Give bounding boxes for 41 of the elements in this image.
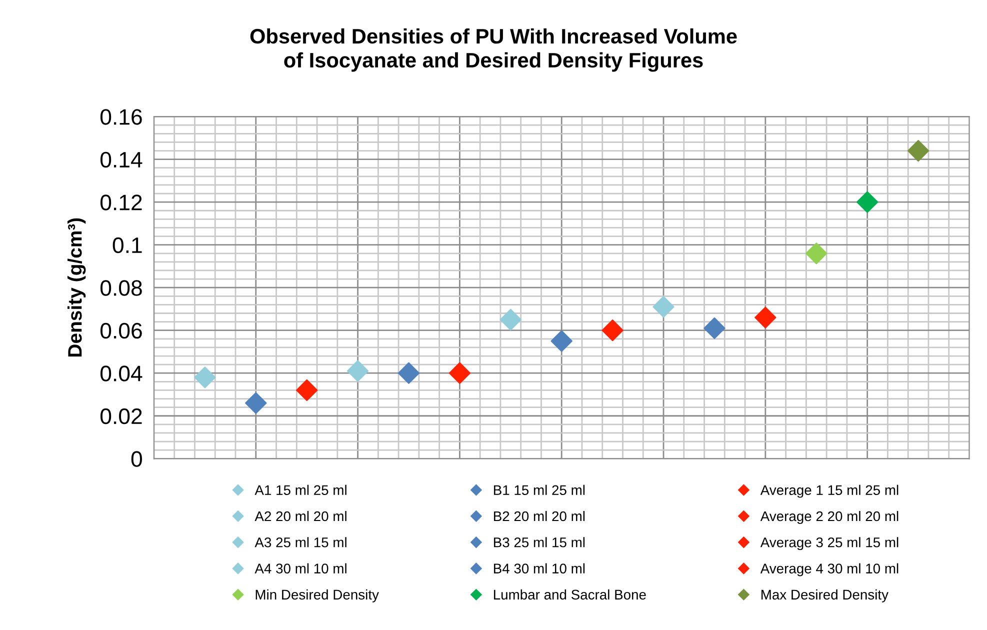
point <box>500 308 522 331</box>
point <box>194 366 216 388</box>
y-tick-label: 0.14 <box>100 152 142 168</box>
legend-label: A1 15 ml 25 ml <box>254 484 346 496</box>
y-axis-title: Density (g/cm³) <box>68 218 86 357</box>
legend-label: Lumbar and Sacral Bone <box>494 589 646 600</box>
legend-label: Max Desired Density <box>762 589 888 602</box>
legend-label: Average 1 15 ml 25 ml <box>760 484 898 498</box>
legend-label: Min Desired Density <box>256 589 379 602</box>
legend-label: Average 4 30 ml 10 ml <box>760 563 898 576</box>
legend-label: B1 15 ml 25 ml <box>494 484 585 496</box>
point <box>245 392 267 414</box>
y-tick-label: 0.02 <box>100 408 142 424</box>
point <box>754 306 776 328</box>
y-tick-label: 0.06 <box>100 322 142 339</box>
point <box>346 360 369 382</box>
y-tick-label: 0.16 <box>100 109 142 125</box>
legend-label: B4 30 ml 10 ml <box>494 563 585 574</box>
y-tick-label: 0.04 <box>100 366 142 382</box>
point <box>448 362 471 384</box>
y-tick-label: 0 <box>131 451 142 467</box>
legend-label: Average 2 20 ml 20 ml <box>760 510 898 524</box>
legend-label: B2 20 ml 20 ml <box>494 510 585 522</box>
point <box>602 320 624 342</box>
legend-label: A3 25 ml 15 ml <box>254 537 346 548</box>
point <box>704 317 726 340</box>
y-tick-label: 0.1 <box>112 237 142 254</box>
chart-title: Observed Densities of PU With Increased Volume of Isocyanate and Desired Density Figures <box>250 28 737 72</box>
point <box>806 242 828 264</box>
legend-label: A4 30 ml 10 ml <box>254 563 346 574</box>
legend-label: B3 25 ml 15 ml <box>494 537 585 548</box>
legend-label: Average 3 25 ml 15 ml <box>760 537 898 550</box>
point <box>296 379 318 402</box>
point <box>856 191 878 213</box>
point <box>398 362 420 384</box>
point <box>550 330 572 352</box>
y-tick-label: 0.08 <box>100 280 142 296</box>
y-tick-label: 0.12 <box>100 194 142 210</box>
point <box>652 296 674 318</box>
point <box>907 140 930 162</box>
legend-label: A2 20 ml 20 ml <box>254 510 346 522</box>
